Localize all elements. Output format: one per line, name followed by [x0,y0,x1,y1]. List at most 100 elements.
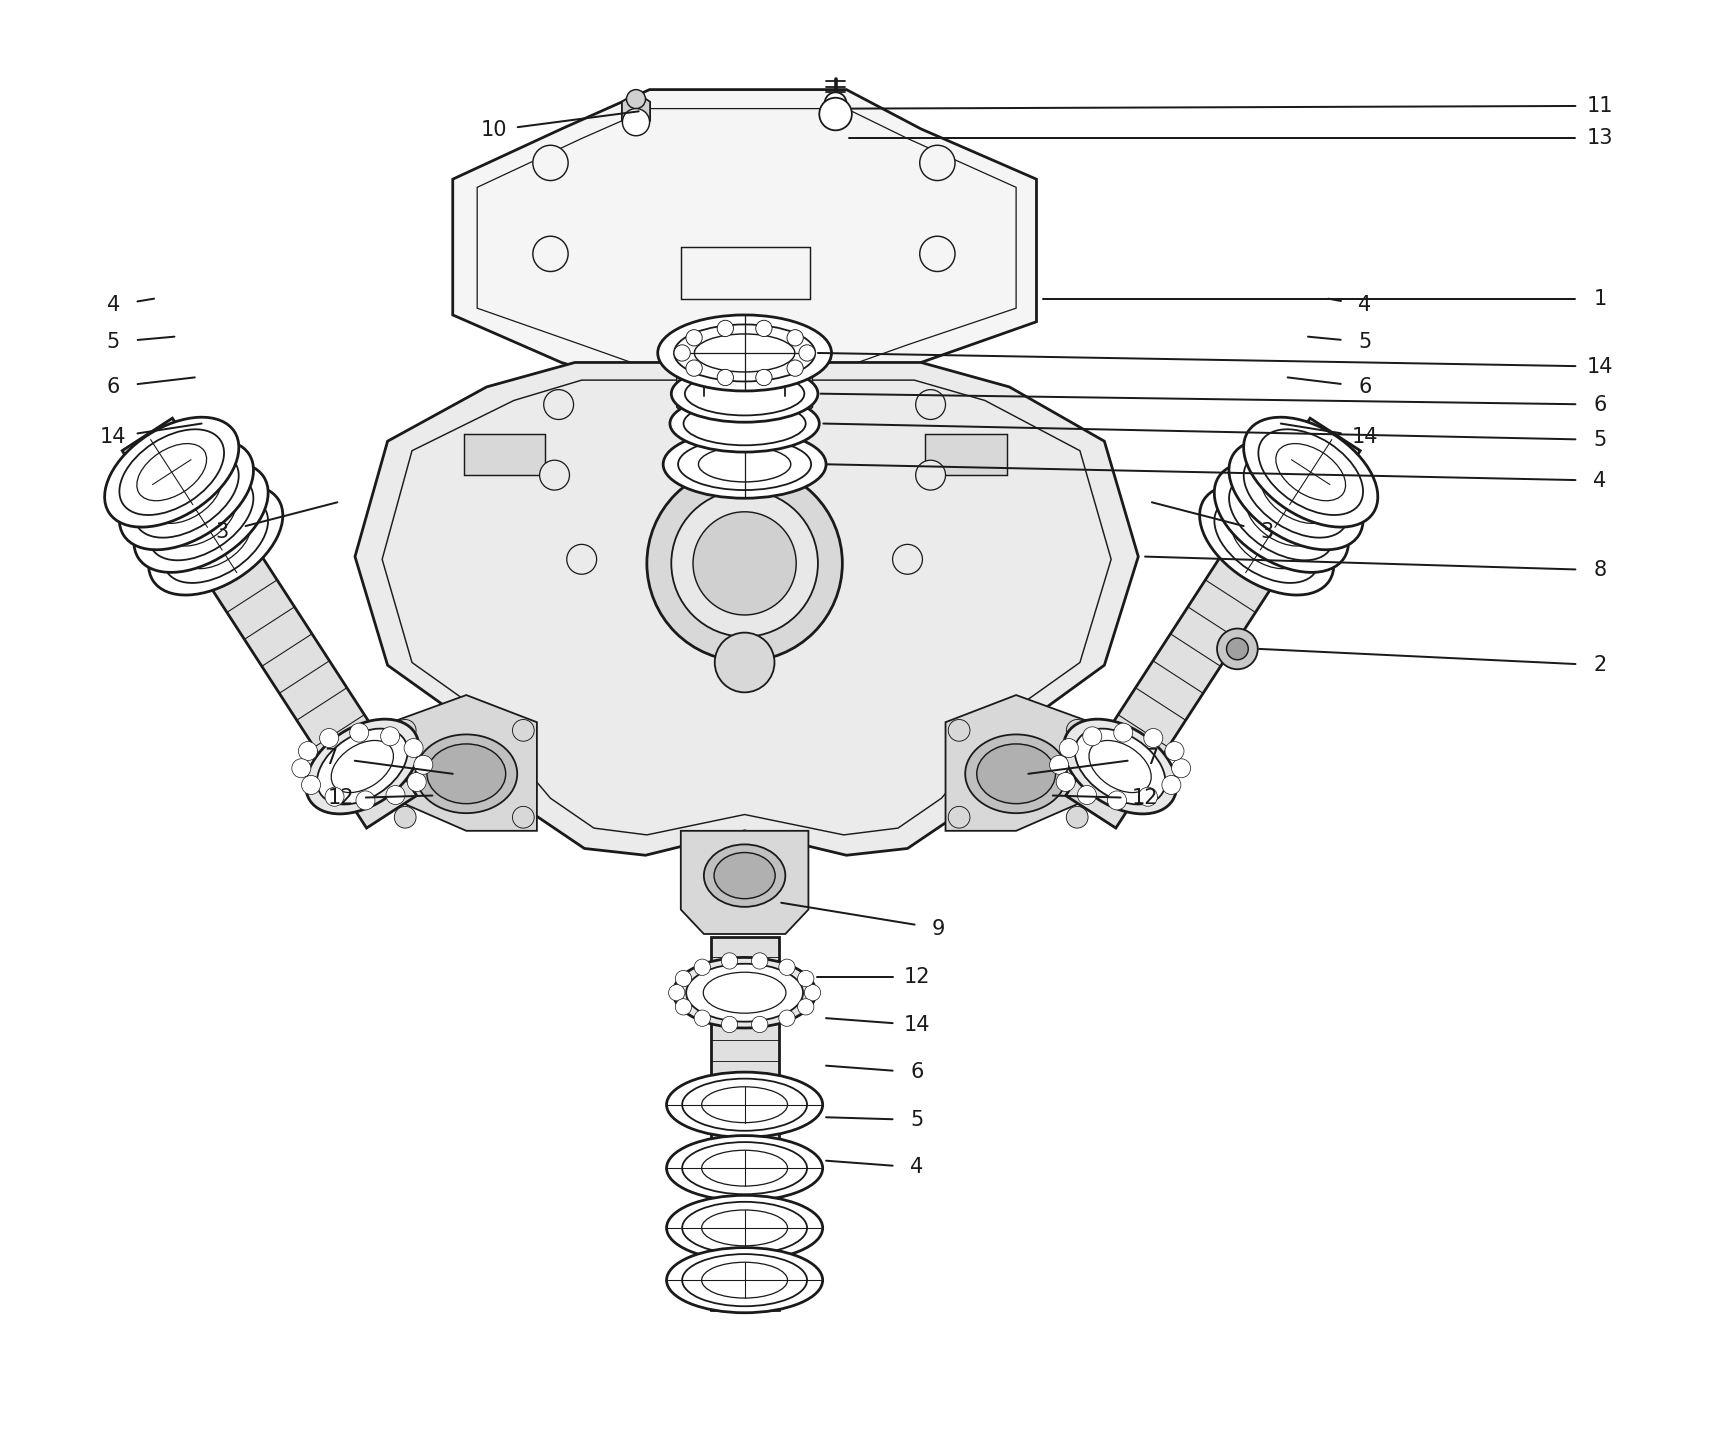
Text: 6: 6 [1593,394,1606,414]
Ellipse shape [965,734,1066,813]
Text: 5: 5 [1593,430,1606,450]
Circle shape [717,321,733,337]
Text: 1: 1 [1593,289,1606,308]
Circle shape [915,460,946,491]
Ellipse shape [667,1135,822,1200]
Polygon shape [122,419,416,827]
Circle shape [380,727,399,745]
Ellipse shape [664,430,826,498]
Circle shape [819,98,851,131]
Text: 6: 6 [1359,377,1371,397]
Circle shape [623,108,650,135]
Circle shape [824,92,846,114]
Ellipse shape [1214,498,1319,583]
Text: 11: 11 [1586,96,1613,117]
Circle shape [1115,724,1133,743]
Text: 14: 14 [1352,427,1378,448]
Polygon shape [681,830,808,934]
Ellipse shape [151,466,222,524]
Ellipse shape [316,728,408,804]
Ellipse shape [667,1072,822,1137]
Circle shape [1066,720,1089,741]
Ellipse shape [1232,511,1302,568]
Ellipse shape [134,462,268,573]
Text: 10: 10 [480,121,507,141]
Circle shape [1077,786,1096,804]
Circle shape [752,953,767,968]
Ellipse shape [306,720,420,814]
Circle shape [788,330,803,345]
Circle shape [755,321,772,337]
Ellipse shape [714,852,776,899]
Ellipse shape [673,957,815,1027]
Circle shape [544,390,573,420]
Ellipse shape [1214,462,1348,573]
Circle shape [920,236,955,272]
Circle shape [1056,773,1075,791]
Circle shape [676,970,691,987]
Ellipse shape [1276,443,1345,501]
Text: 12: 12 [1132,789,1158,809]
Circle shape [408,773,427,791]
Ellipse shape [702,1262,788,1298]
Circle shape [394,720,416,741]
Circle shape [779,958,795,976]
Ellipse shape [1230,475,1333,560]
Circle shape [404,738,423,757]
Polygon shape [676,363,812,437]
Ellipse shape [134,452,239,538]
Circle shape [717,370,733,386]
Text: 6: 6 [107,377,120,397]
Polygon shape [392,695,537,830]
Text: 12: 12 [903,967,931,987]
Circle shape [1163,776,1182,794]
Text: 14: 14 [1586,357,1613,377]
Ellipse shape [1063,720,1176,814]
Circle shape [1084,727,1103,745]
Ellipse shape [683,401,805,445]
Circle shape [513,720,535,741]
Ellipse shape [671,396,819,452]
Bar [681,248,810,299]
Ellipse shape [683,1255,807,1307]
Circle shape [915,390,946,420]
Ellipse shape [119,429,224,515]
Circle shape [920,145,955,180]
Text: 14: 14 [100,427,127,448]
Text: 13: 13 [1586,128,1613,148]
Circle shape [320,728,339,747]
Circle shape [721,953,738,968]
Circle shape [1226,637,1249,659]
Ellipse shape [695,334,795,371]
Circle shape [779,1010,795,1026]
Circle shape [893,544,922,574]
Ellipse shape [1228,440,1364,550]
Circle shape [1049,755,1068,774]
Circle shape [1144,728,1163,747]
Circle shape [805,984,820,1002]
Circle shape [540,460,569,491]
Text: 12: 12 [329,789,354,809]
Circle shape [568,544,597,574]
Circle shape [729,250,760,279]
Circle shape [716,633,774,692]
Circle shape [1164,741,1183,761]
Text: 3: 3 [1261,522,1275,543]
Circle shape [948,720,970,741]
Text: 4: 4 [910,1157,924,1177]
Circle shape [669,984,685,1002]
Ellipse shape [683,1143,807,1194]
Ellipse shape [1075,728,1166,804]
Circle shape [301,776,320,794]
Text: 14: 14 [903,1014,931,1035]
Circle shape [292,758,311,777]
Ellipse shape [674,324,815,381]
Ellipse shape [702,1086,788,1122]
Circle shape [1139,787,1158,806]
Ellipse shape [678,439,812,491]
Ellipse shape [1261,466,1331,524]
Circle shape [755,370,772,386]
Circle shape [533,236,568,272]
Polygon shape [452,89,1037,387]
Ellipse shape [698,446,791,482]
